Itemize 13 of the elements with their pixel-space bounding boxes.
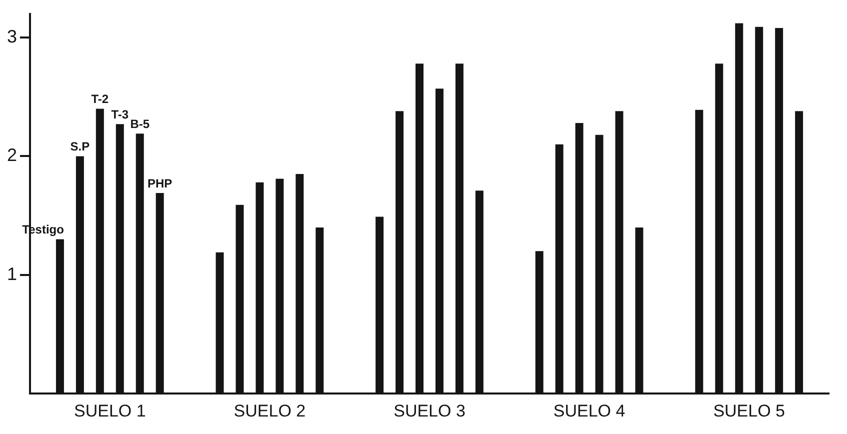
- series-label: PHP: [148, 176, 172, 190]
- series-label: T-3: [111, 107, 129, 122]
- y-tick-label: 2: [6, 145, 18, 166]
- x-tick-label: SUELO 2: [234, 401, 306, 420]
- series-label: B-5: [130, 116, 150, 131]
- series-label: S.P: [70, 140, 90, 154]
- x-tick-label: SUELO 1: [74, 401, 146, 420]
- y-tick-label: 3: [6, 26, 18, 47]
- x-tick-label: SUELO 5: [713, 401, 786, 420]
- y-tick-label: 1: [6, 264, 18, 284]
- x-tick-label: SUELO 3: [394, 401, 466, 420]
- series-label: T-2: [91, 92, 109, 106]
- x-tick-label: SUELO 4: [553, 401, 626, 420]
